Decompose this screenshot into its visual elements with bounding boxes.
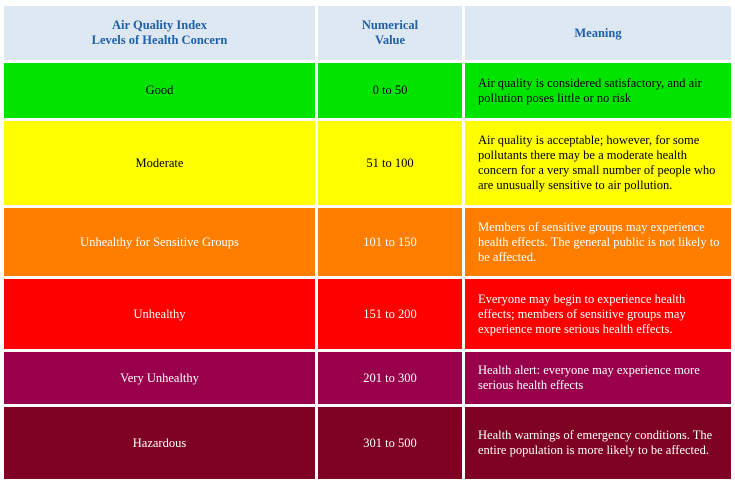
value-cell: 0 to 50 — [318, 63, 462, 118]
aqi-table: Air Quality Index Levels of Health Concer… — [4, 6, 731, 479]
level-cell: Unhealthy — [4, 279, 315, 349]
value-cell: 101 to 150 — [318, 208, 462, 276]
header-level-line1: Air Quality Index — [112, 18, 207, 32]
level-cell: Good — [4, 63, 315, 118]
value-cell: 151 to 200 — [318, 279, 462, 349]
meaning-cell: Health alert: everyone may experience mo… — [465, 352, 731, 404]
meaning-cell: Everyone may begin to experience health … — [465, 279, 731, 349]
meaning-cell: Air quality is considered satisfactory, … — [465, 63, 731, 118]
header-meaning: Meaning — [465, 6, 731, 60]
meaning-cell: Health warnings of emergency conditions.… — [465, 407, 731, 479]
header-level-line2: Levels of Health Concern — [91, 33, 228, 47]
value-cell: 301 to 500 — [318, 407, 462, 479]
header-value-line2: Value — [374, 33, 406, 47]
meaning-cell: Air quality is acceptable; however, for … — [465, 121, 731, 205]
level-cell: Hazardous — [4, 407, 315, 479]
value-cell: 51 to 100 — [318, 121, 462, 205]
meaning-cell: Members of sensitive groups may experien… — [465, 208, 731, 276]
level-cell: Very Unhealthy — [4, 352, 315, 404]
level-cell: Moderate — [4, 121, 315, 205]
value-cell: 201 to 300 — [318, 352, 462, 404]
header-value-line1: Numerical — [361, 18, 419, 32]
header-value: Numerical Value — [318, 6, 462, 60]
header-level: Air Quality Index Levels of Health Concer… — [4, 6, 315, 60]
level-cell: Unhealthy for Sensitive Groups — [4, 208, 315, 276]
